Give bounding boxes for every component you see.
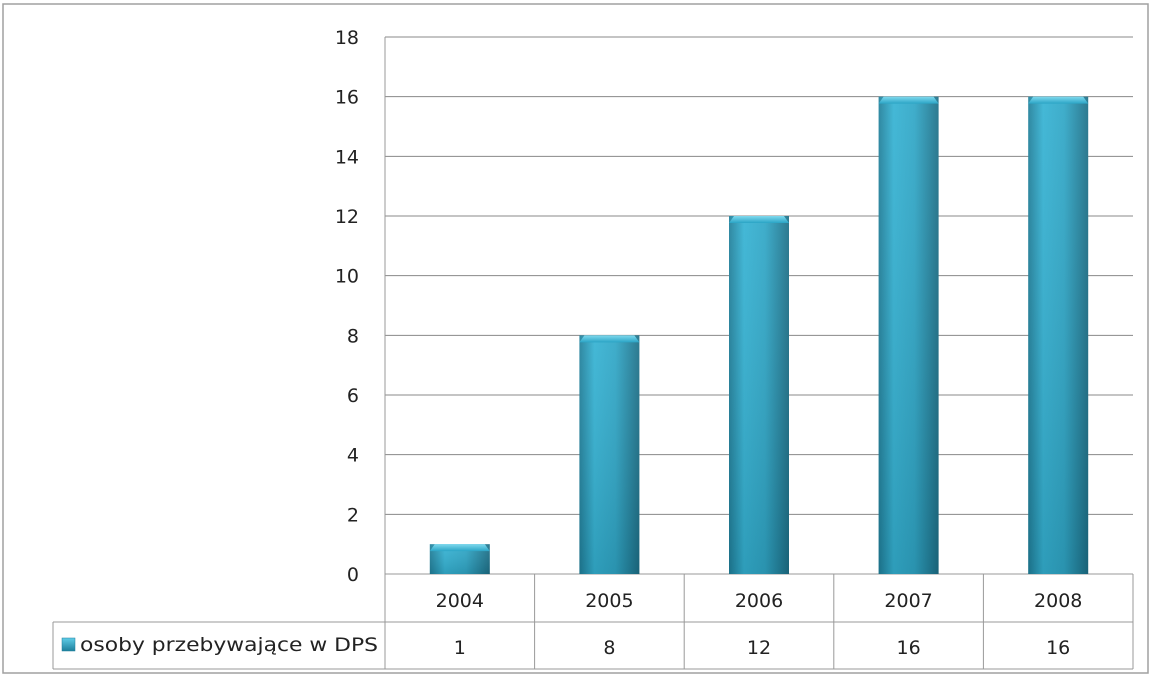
bar-shade-2008 <box>1028 96 1089 575</box>
bars <box>429 96 1089 575</box>
legend-series-name: osoby przebywające w DPS <box>80 634 378 656</box>
data-table: 2004 2005 2006 2007 2008 1 8 12 16 16 osoby przeby… <box>52 574 1134 670</box>
y-tick-label: 2 <box>347 504 359 526</box>
y-tick-label: 4 <box>347 445 359 467</box>
data-table-value: 16 <box>897 637 921 659</box>
y-tick-label: 14 <box>335 146 359 168</box>
bar-cap-2005 <box>579 335 640 343</box>
bar-cap-2008 <box>1028 96 1089 104</box>
x-category-label: 2006 <box>735 590 783 612</box>
y-tick-label: 8 <box>347 325 359 347</box>
y-tick-label: 12 <box>335 206 359 228</box>
y-tick-label: 10 <box>335 266 359 288</box>
y-axis-ticks: 0 2 4 6 8 10 12 14 16 18 <box>335 27 359 586</box>
bar-shade-2006 <box>729 216 789 574</box>
legend-swatch <box>61 637 76 652</box>
outer-border <box>2 3 1149 674</box>
bar-shade-2005 <box>579 335 640 574</box>
bar-cap-2004 <box>429 544 490 552</box>
x-category-label: 2008 <box>1034 590 1082 612</box>
data-table-value: 1 <box>454 637 466 659</box>
y-tick-label: 16 <box>335 87 359 109</box>
y-tick-label: 18 <box>335 27 359 49</box>
x-category-label: 2004 <box>436 590 484 612</box>
data-table-value: 12 <box>747 637 771 659</box>
y-tick-label: 0 <box>347 564 359 586</box>
bar-cap-2007 <box>878 96 939 104</box>
data-table-value: 16 <box>1046 637 1070 659</box>
y-tick-label: 6 <box>347 385 359 407</box>
x-category-label: 2005 <box>585 590 633 612</box>
data-table-value: 8 <box>603 637 615 659</box>
bar-cap-2006 <box>729 216 789 223</box>
bar-shade-2007 <box>878 96 939 575</box>
x-category-label: 2007 <box>884 590 932 612</box>
